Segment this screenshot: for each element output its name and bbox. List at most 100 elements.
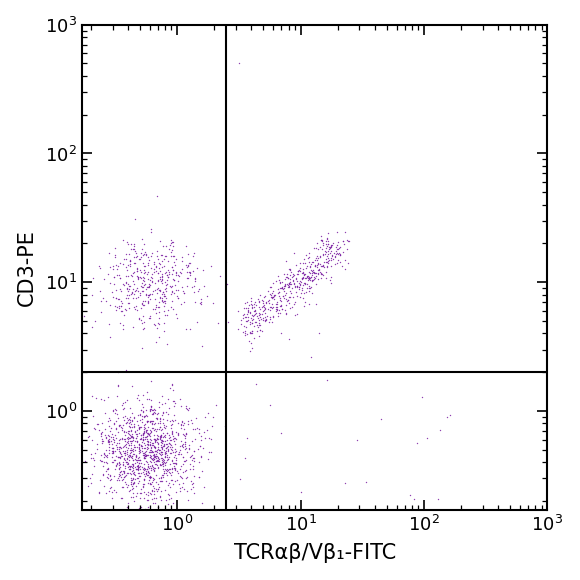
- Point: [246, 300, 256, 309]
- Point: [304, 273, 313, 282]
- Point: [132, 464, 141, 473]
- Point: [145, 457, 154, 466]
- Point: [157, 444, 166, 454]
- Point: [141, 411, 150, 420]
- Point: [132, 263, 142, 273]
- Point: [171, 447, 180, 456]
- Point: [150, 443, 160, 452]
- Point: [125, 422, 134, 431]
- Point: [104, 437, 114, 446]
- Point: [145, 438, 154, 447]
- Point: [128, 463, 137, 472]
- Point: [334, 249, 343, 258]
- Point: [128, 461, 137, 470]
- Point: [155, 473, 164, 483]
- Point: [251, 306, 260, 316]
- Point: [131, 302, 140, 311]
- Point: [108, 265, 118, 274]
- Point: [114, 445, 123, 454]
- Point: [173, 418, 183, 427]
- Point: [101, 425, 110, 434]
- Point: [139, 412, 148, 421]
- Point: [321, 267, 331, 277]
- Point: [129, 460, 138, 469]
- Point: [126, 436, 135, 445]
- Point: [142, 489, 151, 498]
- Point: [168, 455, 177, 465]
- Point: [147, 438, 157, 447]
- Point: [113, 453, 122, 462]
- Point: [147, 417, 157, 426]
- Point: [104, 443, 114, 452]
- Point: [125, 449, 135, 458]
- Point: [192, 317, 201, 327]
- Point: [143, 443, 152, 452]
- Point: [277, 304, 287, 314]
- Point: [260, 302, 269, 311]
- Point: [175, 441, 184, 450]
- Point: [154, 277, 163, 286]
- Point: [140, 444, 150, 453]
- Point: [124, 240, 133, 249]
- Point: [147, 495, 156, 504]
- Point: [242, 316, 252, 325]
- Point: [129, 240, 138, 249]
- Point: [153, 463, 162, 472]
- Point: [110, 253, 119, 262]
- Point: [122, 266, 132, 275]
- Point: [247, 293, 256, 303]
- Point: [158, 429, 168, 438]
- Point: [317, 236, 326, 245]
- Point: [307, 353, 316, 362]
- Point: [134, 424, 143, 433]
- Point: [143, 282, 153, 291]
- Point: [135, 444, 144, 453]
- Point: [143, 275, 153, 284]
- Point: [105, 262, 114, 271]
- Point: [176, 394, 185, 404]
- Point: [92, 420, 101, 429]
- Point: [128, 293, 137, 303]
- Point: [168, 429, 177, 438]
- Point: [121, 478, 130, 487]
- Point: [165, 436, 175, 445]
- Point: [99, 469, 108, 478]
- Point: [156, 432, 165, 441]
- Point: [147, 276, 157, 285]
- Point: [103, 472, 112, 481]
- Point: [279, 293, 288, 303]
- Point: [126, 485, 135, 494]
- Point: [171, 439, 180, 448]
- Point: [138, 441, 147, 450]
- Point: [162, 270, 172, 280]
- Point: [160, 255, 169, 264]
- Point: [127, 432, 136, 441]
- Point: [159, 418, 168, 427]
- Point: [134, 456, 143, 465]
- Point: [99, 395, 108, 404]
- Point: [182, 465, 191, 474]
- Point: [242, 313, 251, 322]
- Point: [119, 434, 128, 444]
- Point: [154, 313, 163, 322]
- Point: [260, 309, 270, 318]
- Point: [126, 438, 136, 448]
- Point: [248, 318, 257, 328]
- Point: [143, 459, 153, 468]
- Point: [88, 469, 97, 478]
- Point: [146, 251, 155, 260]
- Point: [153, 289, 162, 298]
- Point: [124, 415, 133, 424]
- Point: [114, 457, 124, 466]
- Point: [156, 432, 165, 441]
- Point: [179, 418, 188, 427]
- Point: [140, 464, 150, 473]
- Point: [247, 315, 256, 324]
- Point: [122, 469, 132, 478]
- Point: [269, 294, 278, 303]
- Point: [115, 447, 124, 456]
- Point: [276, 308, 285, 317]
- Point: [191, 274, 200, 283]
- Point: [249, 321, 258, 330]
- Point: [157, 450, 166, 459]
